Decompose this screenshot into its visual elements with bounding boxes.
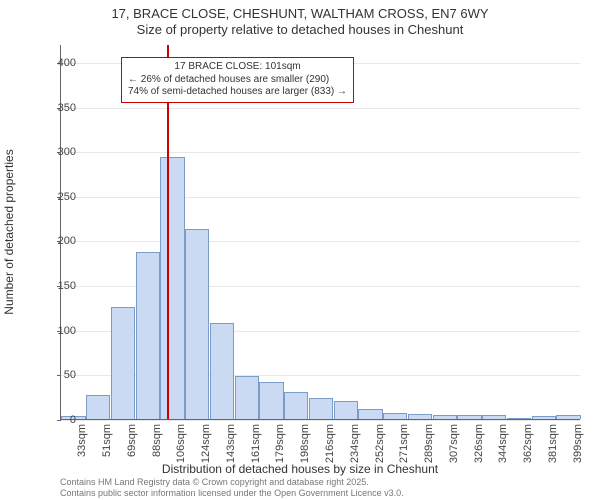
histogram-bar	[86, 395, 110, 419]
ytick-label: 50	[36, 369, 76, 381]
ytick-label: 300	[36, 146, 76, 158]
histogram-bar	[358, 409, 382, 419]
histogram-bar	[556, 415, 580, 419]
histogram-bar	[284, 392, 308, 419]
histogram-bar	[235, 376, 259, 419]
gridline	[61, 241, 580, 242]
xtick-label: 399sqm	[572, 424, 584, 463]
xtick-label: 51sqm	[101, 424, 113, 457]
plot-area: 17 BRACE CLOSE: 101sqm← 26% of detached …	[60, 45, 580, 420]
ytick-label: 200	[36, 235, 76, 247]
x-axis-label: Distribution of detached houses by size …	[0, 462, 600, 476]
xtick-label: 124sqm	[200, 424, 212, 463]
xtick-label: 381sqm	[547, 424, 559, 463]
xtick-label: 326sqm	[473, 424, 485, 463]
histogram-bar	[433, 415, 457, 419]
subject-annotation: 17 BRACE CLOSE: 101sqm← 26% of detached …	[121, 57, 354, 103]
chart-title-line1: 17, BRACE CLOSE, CHESHUNT, WALTHAM CROSS…	[0, 6, 600, 21]
histogram-bar	[532, 416, 556, 419]
annotation-line3: 74% of semi-detached houses are larger (…	[128, 86, 347, 99]
histogram-bar	[259, 382, 283, 420]
annotation-line1: 17 BRACE CLOSE: 101sqm	[128, 61, 347, 74]
ytick-label: 100	[36, 325, 76, 337]
xtick-label: 344sqm	[497, 424, 509, 463]
histogram-bar	[334, 401, 358, 419]
histogram-bar	[309, 398, 333, 419]
histogram-bar	[111, 307, 135, 419]
annotation-line2: ← 26% of detached houses are smaller (29…	[128, 74, 347, 87]
histogram-bar	[210, 323, 234, 419]
xtick-label: 271sqm	[398, 424, 410, 463]
xtick-label: 198sqm	[299, 424, 311, 463]
xtick-label: 143sqm	[225, 424, 237, 463]
xtick-label: 33sqm	[76, 424, 88, 457]
gridline	[61, 420, 580, 421]
xtick-label: 252sqm	[374, 424, 386, 463]
attribution-footer: Contains HM Land Registry data © Crown c…	[60, 477, 404, 499]
histogram-bar	[136, 252, 160, 419]
footer-line1: Contains HM Land Registry data © Crown c…	[60, 477, 404, 488]
xtick-label: 69sqm	[126, 424, 138, 457]
ytick-label: 150	[36, 280, 76, 292]
chart-container: 17, BRACE CLOSE, CHESHUNT, WALTHAM CROSS…	[0, 0, 600, 500]
footer-line2: Contains public sector information licen…	[60, 488, 404, 499]
xtick-label: 307sqm	[448, 424, 460, 463]
ytick-label: 400	[36, 57, 76, 69]
chart-title-line2: Size of property relative to detached ho…	[0, 22, 600, 37]
gridline	[61, 108, 580, 109]
xtick-label: 234sqm	[349, 424, 361, 463]
histogram-bar	[160, 157, 184, 420]
histogram-bar	[185, 229, 209, 419]
histogram-bar	[457, 415, 481, 419]
histogram-bar	[482, 415, 506, 419]
xtick-label: 106sqm	[175, 424, 187, 463]
y-axis-label: Number of detached properties	[2, 149, 16, 314]
histogram-bar	[507, 418, 531, 419]
gridline	[61, 197, 580, 198]
histogram-bar	[383, 413, 407, 419]
xtick-label: 289sqm	[423, 424, 435, 463]
histogram-bar	[408, 414, 432, 419]
xtick-label: 88sqm	[151, 424, 163, 457]
xtick-label: 216sqm	[324, 424, 336, 463]
xtick-label: 179sqm	[274, 424, 286, 463]
xtick-label: 161sqm	[250, 424, 262, 463]
ytick-label: 250	[36, 191, 76, 203]
ytick-label: 350	[36, 102, 76, 114]
ytick-label: 0	[36, 414, 76, 426]
gridline	[61, 152, 580, 153]
xtick-label: 362sqm	[522, 424, 534, 463]
